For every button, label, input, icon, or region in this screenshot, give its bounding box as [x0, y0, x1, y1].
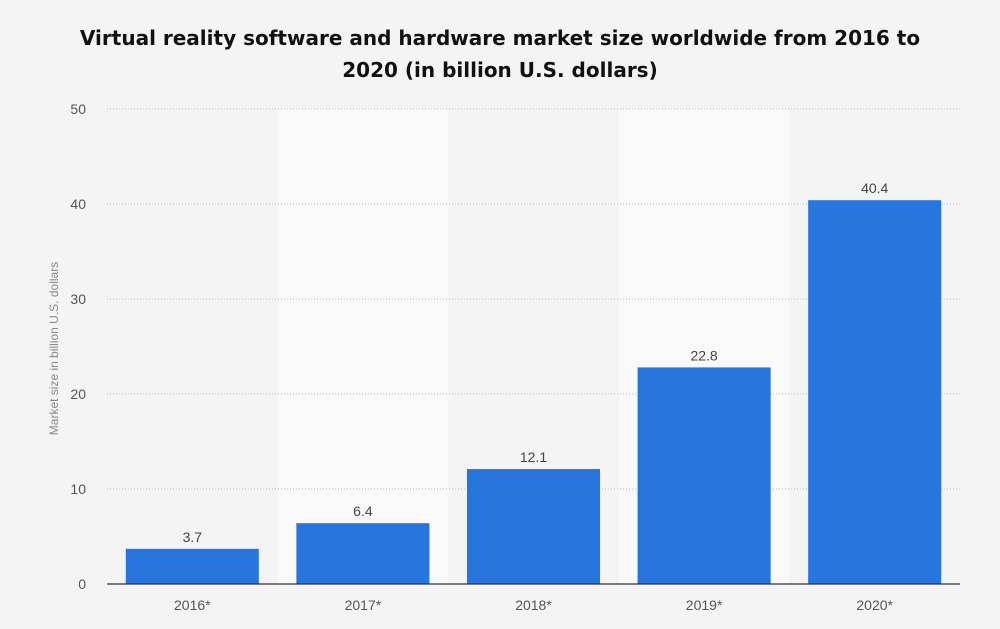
y-tick-label: 20	[70, 386, 86, 402]
bar	[808, 200, 942, 584]
x-tick-label: 2017*	[345, 597, 382, 613]
y-tick-label: 30	[70, 291, 86, 307]
chart-title: Virtual reality software and hardware ma…	[79, 26, 921, 82]
x-tick-label: 2020*	[856, 597, 893, 613]
x-tick-label: 2019*	[686, 597, 723, 613]
bar	[125, 548, 259, 584]
y-tick-label: 40	[70, 196, 86, 212]
bar	[296, 523, 430, 584]
bar	[466, 469, 601, 584]
bar-value-label: 3.7	[183, 529, 203, 545]
background-band	[277, 109, 449, 584]
x-tick-label: 2018*	[515, 597, 552, 613]
bar-value-label: 40.4	[861, 180, 888, 196]
y-tick-label: 50	[70, 101, 86, 117]
bar-value-label: 22.8	[690, 347, 717, 363]
y-axis-label: Market size in billion U.S. dollars	[47, 262, 61, 435]
bar	[637, 367, 771, 584]
bar-value-label: 6.4	[353, 503, 373, 519]
y-tick-label: 0	[78, 576, 86, 592]
y-tick-label: 10	[70, 481, 86, 497]
bar-value-label: 12.1	[520, 449, 547, 465]
x-tick-label: 2016*	[174, 597, 211, 613]
